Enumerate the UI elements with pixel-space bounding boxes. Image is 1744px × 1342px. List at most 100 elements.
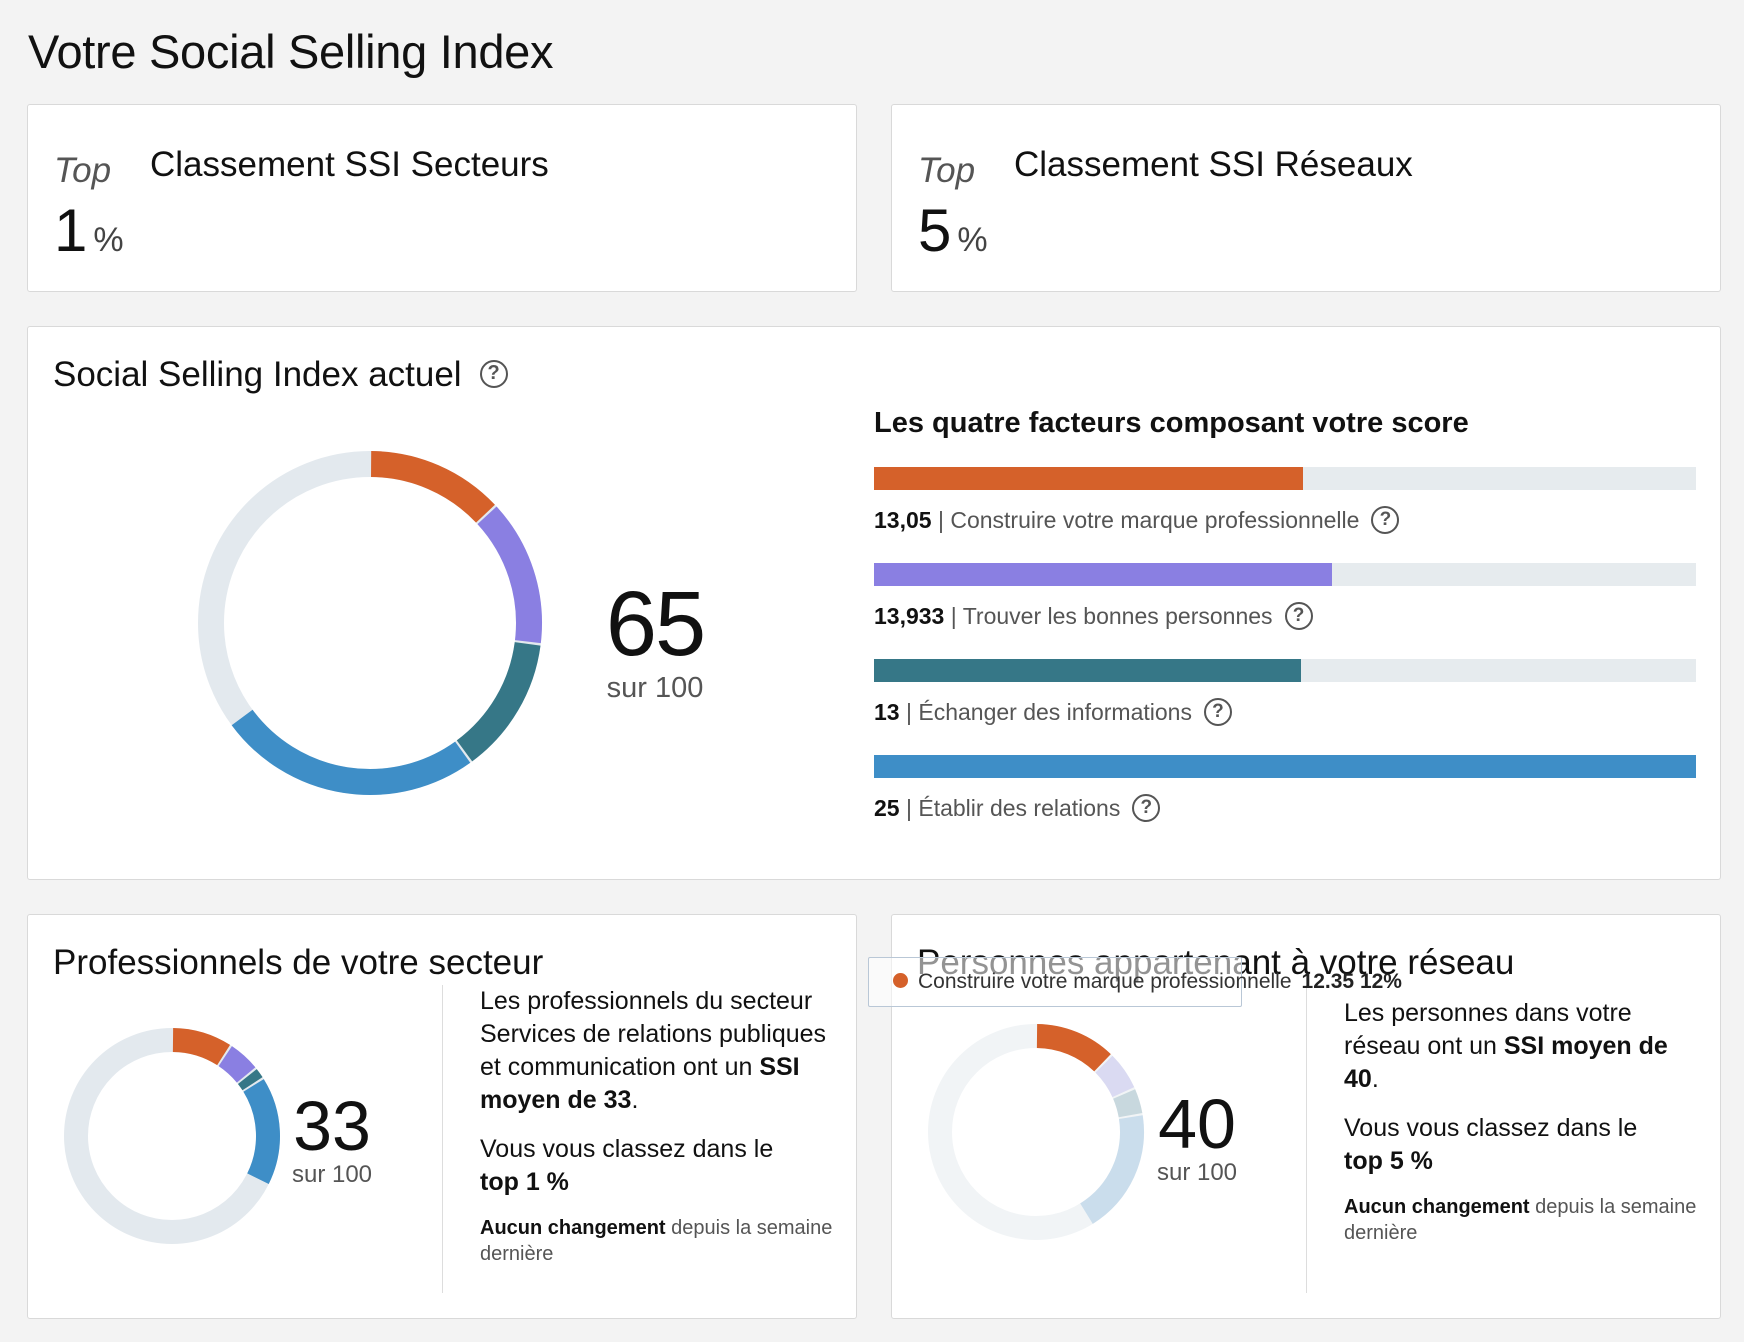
donut-segment-brand[interactable] [370, 451, 495, 523]
factor-name-people: Trouver les bonnes personnes [962, 603, 1273, 629]
factor-bar-people [874, 563, 1696, 586]
current-ssi-title: Social Selling Index actuel? [53, 355, 508, 395]
industry-rank-unit: % [93, 221, 124, 259]
network-rank-value: 5% [918, 201, 988, 261]
factor-label-brand: 13,05 | Construire votre marque professi… [874, 505, 1400, 536]
donut-segment-people[interactable] [218, 1046, 256, 1083]
network-rank-title: Classement SSI Réseaux [1014, 145, 1413, 184]
factor-bar-people-fill [874, 563, 1332, 586]
factor-label-insights: 13 | Échanger des informations? [874, 697, 1232, 728]
network-card: Personnes appartenant à votre réseau 40 … [891, 914, 1721, 1319]
industry-score: 33 sur 100 [282, 1091, 382, 1189]
factor-bar-brand-fill [874, 467, 1304, 490]
donut-segment-relations[interactable] [243, 1079, 280, 1185]
factor-label-people: 13,933 | Trouver les bonnes personnes? [874, 601, 1313, 632]
network-rank-unit: % [957, 221, 988, 259]
network-change-bold: Aucun changement [1344, 1196, 1530, 1218]
help-icon[interactable]: ? [1284, 601, 1313, 630]
network-rank-text: Vous vous classez dans le top 5 % [1344, 1112, 1704, 1178]
factor-separator: | [937, 507, 944, 533]
donut-segment-relations[interactable] [231, 709, 471, 795]
network-avg-text: Les personnes dans votre réseau ont un S… [1344, 997, 1704, 1096]
network-change-rest: depuis la semaine dernière [1344, 1196, 1697, 1244]
industry-rank-card: Top 1% Classement SSI Secteurs [27, 104, 857, 292]
factor-name-insights: Échanger des informations [918, 699, 1192, 725]
current-ssi-score-number: 65 [605, 573, 706, 675]
current-ssi-title-text: Social Selling Index actuel [53, 355, 462, 394]
donut-segment-people[interactable] [1095, 1055, 1135, 1098]
factors-title: Les quatre facteurs composant votre scor… [874, 407, 1469, 439]
tooltip-color-dot [893, 972, 908, 988]
industry-avg-text: Les professionnels du secteur Services d… [480, 985, 840, 1117]
donut-segment-brand[interactable] [172, 1028, 231, 1066]
current-ssi-score: 65 sur 100 [580, 578, 730, 705]
network-rank-intro: Vous vous classez dans le [1344, 1114, 1638, 1142]
factor-value-brand: 13,05 [874, 507, 932, 533]
factor-name-brand: Construire votre marque professionnelle [950, 507, 1360, 533]
industry-avg-bold: SSI moyen de 33 [480, 1053, 800, 1114]
network-donut[interactable] [926, 1022, 1146, 1242]
industry-change-text: Aucun changement depuis la semaine derni… [480, 1215, 840, 1267]
help-icon[interactable]: ? [1203, 697, 1232, 726]
industry-change-rest: depuis la semaine dernière [480, 1217, 833, 1265]
factor-value-relations: 25 [874, 795, 900, 821]
network-score: 40 sur 100 [1142, 1089, 1252, 1187]
page-title: Votre Social Selling Index [28, 25, 554, 78]
industry-rank-value: 1% [54, 201, 124, 261]
network-rank-top-label: Top [918, 151, 976, 190]
factor-bar-relations-fill [874, 755, 1696, 778]
industry-rank-top-label: Top [54, 151, 112, 190]
factor-separator: | [950, 603, 957, 629]
network-avg-end: . [1371, 1065, 1379, 1093]
factor-value-people: 13,933 [874, 603, 945, 629]
industry-rank-intro: Vous vous classez dans le [480, 1135, 774, 1163]
industry-change-bold: Aucun changement [480, 1217, 666, 1239]
tooltip-percent: 12% [1359, 970, 1402, 993]
donut-segment-insights[interactable] [456, 641, 541, 762]
current-ssi-donut[interactable] [195, 448, 545, 798]
industry-card-divider [442, 985, 443, 1293]
tooltip-value: 12.35 [1301, 970, 1355, 993]
factor-separator: | [905, 699, 912, 725]
factor-bar-insights [874, 659, 1696, 682]
industry-card-title: Professionnels de votre secteur [53, 943, 544, 982]
help-icon[interactable]: ? [479, 359, 508, 388]
factor-bar-brand [874, 467, 1696, 490]
factor-name-relations: Établir des relations [918, 795, 1121, 821]
industry-rank-bold: top 1 % [480, 1168, 569, 1196]
network-card-divider [1306, 985, 1307, 1293]
network-score-number: 40 [1158, 1085, 1236, 1163]
network-avg-bold: SSI moyen de 40 [1344, 1032, 1668, 1093]
industry-rank-number: 1 [54, 197, 88, 264]
factor-separator: | [905, 795, 912, 821]
network-description: Les personnes dans votre réseau ont un S… [1344, 997, 1704, 1246]
donut-segment-insights[interactable] [1113, 1089, 1143, 1118]
help-icon[interactable]: ? [1132, 793, 1161, 822]
industry-avg-intro: Les professionnels du secteur Services d… [480, 987, 827, 1081]
industry-rank-text: Vous vous classez dans le top 1 % [480, 1133, 840, 1199]
donut-segment-insights[interactable] [237, 1069, 263, 1091]
factor-bar-insights-fill [874, 659, 1302, 682]
network-score-suffix: sur 100 [1156, 1159, 1238, 1186]
tooltip-row: Construire votre marque professionnelle 1… [893, 970, 1402, 994]
industry-score-suffix: sur 100 [291, 1161, 373, 1188]
donut-track [928, 1024, 1144, 1240]
current-ssi-card: Social Selling Index actuel? [27, 326, 1721, 880]
donut-segment-relations[interactable] [1079, 1115, 1144, 1224]
network-avg-intro: Les personnes dans votre réseau ont un [1344, 999, 1632, 1060]
industry-donut[interactable] [62, 1026, 282, 1246]
industry-description: Les professionnels du secteur Services d… [480, 985, 840, 1267]
industry-avg-end: . [631, 1086, 639, 1114]
help-icon[interactable]: ? [1371, 505, 1400, 534]
network-change-text: Aucun changement depuis la semaine derni… [1344, 1194, 1704, 1246]
donut-tooltip: Construire votre marque professionnelle 1… [868, 957, 1402, 1007]
current-ssi-score-suffix: sur 100 [606, 672, 704, 704]
industry-score-number: 33 [293, 1087, 371, 1165]
network-rank-bold: top 5 % [1344, 1147, 1433, 1175]
factor-bar-relations [874, 755, 1696, 778]
factor-value-insights: 13 [874, 699, 900, 725]
donut-segment-brand[interactable] [1036, 1024, 1111, 1072]
industry-card: Professionnels de votre secteur 33 sur 1… [27, 914, 857, 1319]
tooltip-label: Construire votre marque professionnelle [918, 970, 1292, 993]
donut-segment-people[interactable] [477, 506, 542, 644]
